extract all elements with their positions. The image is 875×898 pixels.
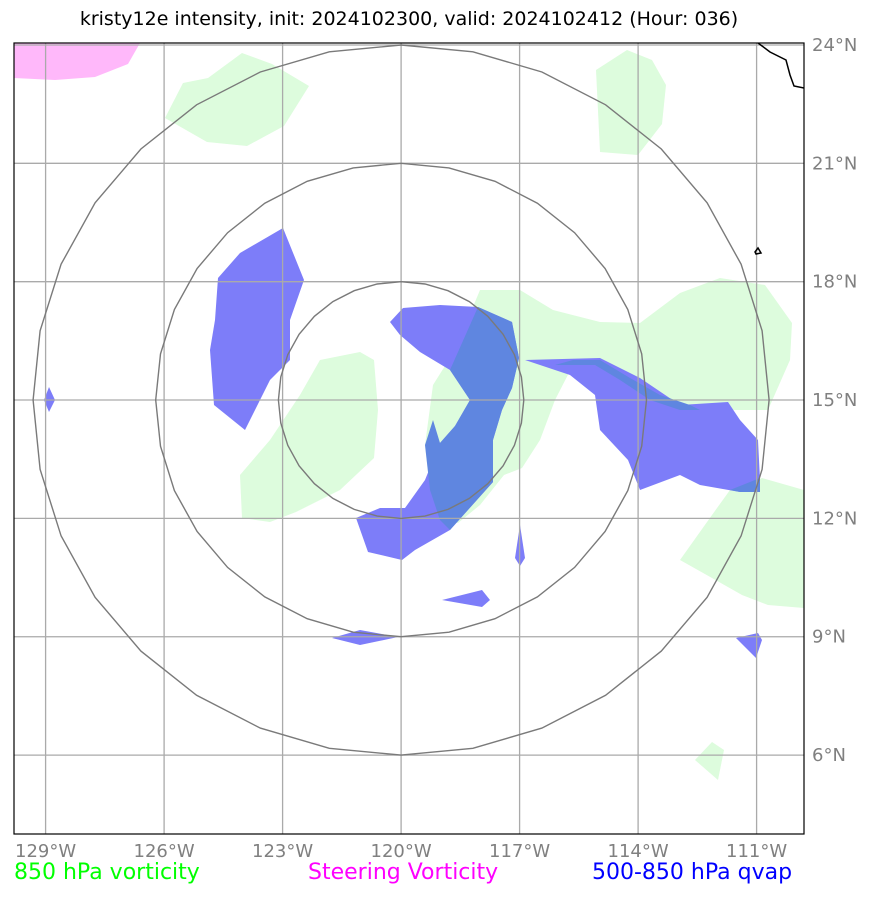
qvap-patch xyxy=(442,590,490,607)
legend-steering-vorticity: Steering Vorticity xyxy=(308,860,499,885)
legend-qvap: 500-850 hPa qvap xyxy=(592,860,793,885)
overlap-patch xyxy=(425,307,519,530)
vorticity-patch xyxy=(596,50,666,155)
plot-frame xyxy=(13,42,805,835)
qvap-patch xyxy=(525,358,760,492)
lon-tick-label: 117°W xyxy=(489,841,550,862)
map-title: kristy12e intensity, init: 2024102300, v… xyxy=(79,8,739,30)
lat-tick-label: 9°N xyxy=(812,627,846,648)
qvap-patch xyxy=(736,633,762,658)
range-ring xyxy=(277,280,525,520)
overlap-patch xyxy=(555,360,700,410)
steering-patch xyxy=(14,43,140,80)
range-ring xyxy=(154,162,648,638)
graticule xyxy=(14,43,804,834)
lat-tick-label: 18°N xyxy=(812,272,857,293)
vorticity-850-layer xyxy=(165,50,804,780)
steering-vorticity-layer xyxy=(14,43,140,80)
lat-tick-label: 12°N xyxy=(812,508,857,529)
lat-tick-label: 24°N xyxy=(812,35,857,56)
latitude-labels: 24°N 21°N 18°N 15°N 12°N 9°N 6°N xyxy=(812,35,857,766)
legend-vorticity-850: 850 hPa vorticity xyxy=(14,860,200,885)
vorticity-patch xyxy=(680,478,804,608)
lon-tick-label: 123°W xyxy=(252,841,313,862)
longitude-labels: 129°W 126°W 123°W 120°W 117°W 114°W 111°W xyxy=(15,841,787,862)
lat-tick-label: 6°N xyxy=(812,745,846,766)
range-ring xyxy=(32,44,770,756)
lon-tick-label: 111°W xyxy=(726,841,787,862)
qvap-patch xyxy=(332,630,398,645)
coastline xyxy=(754,43,804,255)
vorticity-patch xyxy=(165,53,309,146)
qvap-patch xyxy=(210,228,304,430)
vorticity-patch xyxy=(240,352,378,522)
vorticity-patch xyxy=(695,742,724,780)
lon-tick-label: 129°W xyxy=(15,841,76,862)
lat-tick-label: 21°N xyxy=(812,153,857,174)
lat-tick-label: 15°N xyxy=(812,390,857,411)
range-rings xyxy=(32,44,770,756)
qvap-layer xyxy=(44,228,762,658)
lon-tick-label: 120°W xyxy=(371,841,432,862)
overlap-layer xyxy=(425,307,760,530)
lon-tick-label: 126°W xyxy=(134,841,195,862)
overlap-patch xyxy=(730,478,760,492)
lon-tick-label: 114°W xyxy=(608,841,669,862)
vorticity-patch xyxy=(425,278,792,523)
